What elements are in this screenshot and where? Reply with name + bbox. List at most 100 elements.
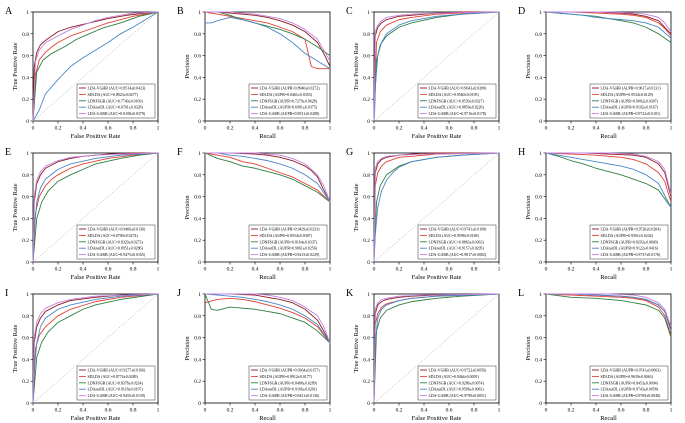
legend-entry: SDLDA (AUC=0.9560±0.0195) — [429, 93, 480, 97]
y-tick-label: 0.8 — [22, 173, 29, 179]
series-line-lda-garb — [546, 11, 672, 32]
legend-entry: LDNFSGB (AUC=0.8378±0.0234) — [88, 381, 144, 385]
legend-entry: LDAnetDL (AUPR=0.6901±0.0375) — [260, 106, 318, 110]
x-tick-label: 1 — [670, 408, 673, 414]
legend-entry: LDA-VGHB (AUPR=0.9364±0.0157) — [260, 369, 321, 373]
x-tick-label: 0.6 — [446, 267, 453, 273]
chance-line — [32, 11, 159, 122]
legend-box — [589, 365, 669, 401]
legend-entry: LDA-VGHB (AUC=0.9722±0.0056) — [429, 369, 488, 373]
legend-entry: LDNFSGB (AUPR=0.8292±0.0600) — [601, 240, 659, 244]
series-line-ldnfsgb — [545, 293, 672, 338]
legend-entry: SDLDA (AUPR=0.9501±0.0234) — [601, 234, 654, 238]
x-tick-label: 1 — [157, 408, 160, 414]
legend-box — [248, 83, 328, 119]
y-tick-label: 0 — [198, 401, 201, 407]
y-tick-label: 0.8 — [22, 32, 29, 38]
y-tick-label: 0.4 — [22, 75, 29, 81]
legend-box — [589, 83, 669, 119]
series-line-lda-garb — [373, 152, 500, 263]
chance-line — [373, 152, 500, 263]
x-tick-label: 0.2 — [396, 267, 403, 273]
plot-frame — [373, 293, 500, 404]
y-axis-label: Precision — [184, 195, 191, 220]
x-tick-label: 0.2 — [227, 408, 234, 414]
panel-a: A 00 0.2 0.2 0.4 0.4 0.6 0.6 0.8 0.8 1 1 False Posit… — [5, 6, 160, 140]
series-line-lda-garb — [205, 152, 331, 203]
legend-entry: LDAnetDL (AUPR=0.9061±0.0256) — [260, 247, 318, 251]
legend-entry: LDAnetDL (AUC=0.6701±0.0328) — [88, 106, 144, 110]
legend-entry: SDLDA (AUC=0.9464±0.0091) — [429, 375, 480, 379]
series-line-ldnfsgb — [545, 11, 672, 43]
chance-line — [32, 293, 159, 404]
legend: LDA-VGHB (AUPR=0.9617±0.0131) SDLDA (AUPR… — [589, 83, 669, 119]
panel-letter: I — [5, 288, 8, 299]
series-line-ldnfsgb — [32, 152, 159, 263]
panel-letter: E — [5, 147, 11, 158]
legend-box — [76, 224, 156, 260]
legend-entry: LDA-VGHB (AUPR=0.9741±0.0063) — [601, 369, 662, 373]
legend-entry: LDAnetDL (AUC=0.8951±0.0286) — [88, 247, 144, 251]
legend: LDA-VGHB (AUPR=0.8940±0.0272) SDLDA (AUPR… — [248, 83, 328, 119]
legend-entry: LDNFSGB (AUC=0.9286±0.0074) — [429, 381, 485, 385]
x-tick-label: 0.4 — [80, 408, 87, 414]
x-tick-label: 0.2 — [568, 408, 575, 414]
panel-letter: D — [518, 6, 525, 17]
y-tick-label: 0.4 — [194, 216, 201, 222]
legend-entry: LDA-VGHB (AUPR=0.9429±0.0233) — [260, 228, 321, 232]
legend-entry: LDA-GARB (AUPR=0.9431±0.0136) — [260, 394, 320, 398]
y-tick-label: 1 — [26, 151, 29, 157]
x-tick-label: 0.8 — [302, 267, 309, 273]
series-line-sdlda — [204, 11, 330, 70]
legend-entry: LDAnetDL (AUC=0.9596±0.0061) — [429, 388, 485, 392]
x-axis-label: False Positive Rate — [71, 133, 121, 140]
series-group — [32, 293, 159, 404]
legend-entry: SDLDA (AUC=0.9598±0.0168) — [429, 234, 480, 238]
series-line-lda-garb — [546, 152, 672, 195]
x-tick-label: 1 — [329, 408, 332, 414]
y-tick-label: 1 — [26, 10, 29, 16]
x-tick-label: 0 — [545, 267, 548, 273]
panel-letter: F — [177, 147, 183, 158]
panel-k: K 00 0.2 0.2 0.4 0.4 0.6 0.6 0.8 0.8 1 1 False Posit… — [346, 288, 501, 422]
legend: LDA-VGHB (AUPR=0.9741±0.0063) SDLDA (AUPR… — [589, 365, 669, 401]
chance-line — [32, 152, 159, 263]
series-line-lda-garb — [205, 11, 331, 62]
x-tick-label: 0.4 — [80, 126, 87, 132]
legend-entry: LDA-GARB (AUC=0.9716±0.0178) — [429, 112, 487, 116]
panel-g: G 00 0.2 0.2 0.4 0.4 0.6 0.6 0.8 0.8 1 1 False Posit… — [346, 147, 501, 281]
x-axis-label: False Positive Rate — [412, 133, 462, 140]
y-tick-label: 0 — [26, 260, 29, 266]
legend-entry: LDA-GARB (AUPR=0.9769±0.0048) — [601, 394, 661, 398]
legend: LDA-VGHB (AUC=0.8514±0.0423) SDLDA (AUC=0… — [76, 83, 156, 119]
chance-line — [373, 11, 500, 122]
series-group — [32, 152, 159, 263]
panel-c: C 00 0.2 0.2 0.4 0.4 0.6 0.6 0.8 0.8 1 1 False Posit… — [346, 6, 501, 140]
x-tick-label: 1 — [670, 126, 673, 132]
x-tick-label: 0.6 — [105, 126, 112, 132]
x-tick-label: 0.6 — [618, 126, 625, 132]
x-tick-label: 0.6 — [277, 126, 284, 132]
series-group — [373, 11, 500, 122]
panel-letter: C — [346, 6, 353, 17]
y-tick-label: 0.6 — [194, 336, 201, 342]
panel-h: H 00 0.2 0.2 0.4 0.4 0.6 0.6 0.8 0.8 1 1 Recall Preci… — [518, 147, 673, 281]
x-tick-label: 0.2 — [55, 126, 62, 132]
x-tick-label: 0.2 — [568, 126, 575, 132]
legend-entry: SDLDA (AUC=0.8774±0.0289) — [88, 375, 139, 379]
legend: LDA-VGHB (AUC=0.9406±0.0136) SDLDA (AUC=0… — [76, 224, 156, 260]
series-line-ldanetdl — [32, 11, 159, 122]
x-tick-label: 0.4 — [252, 408, 259, 414]
series-line-ldanetdl — [373, 152, 500, 263]
x-tick-label: 0.2 — [227, 267, 234, 273]
series-line-lda-vghb — [32, 152, 158, 263]
legend-entry: LDNFSGB (AUC=0.8329±0.0273) — [88, 240, 144, 244]
legend-entry: LDAnetDL (AUC=0.8850±0.0220) — [429, 106, 485, 110]
chance-line — [373, 293, 500, 404]
legend-entry: SDLDA (AUC=0.8709±0.0274) — [88, 234, 139, 238]
legend-entry: LDA-GARB (AUC=0.9455±0.0159) — [88, 394, 146, 398]
legend-entry: SDLDA (AUPR=0.8554±0.0387) — [260, 234, 313, 238]
y-tick-label: 0.2 — [22, 97, 29, 103]
series-line-ldnfsgb — [204, 293, 331, 344]
series-line-ldnfsgb — [32, 11, 159, 122]
